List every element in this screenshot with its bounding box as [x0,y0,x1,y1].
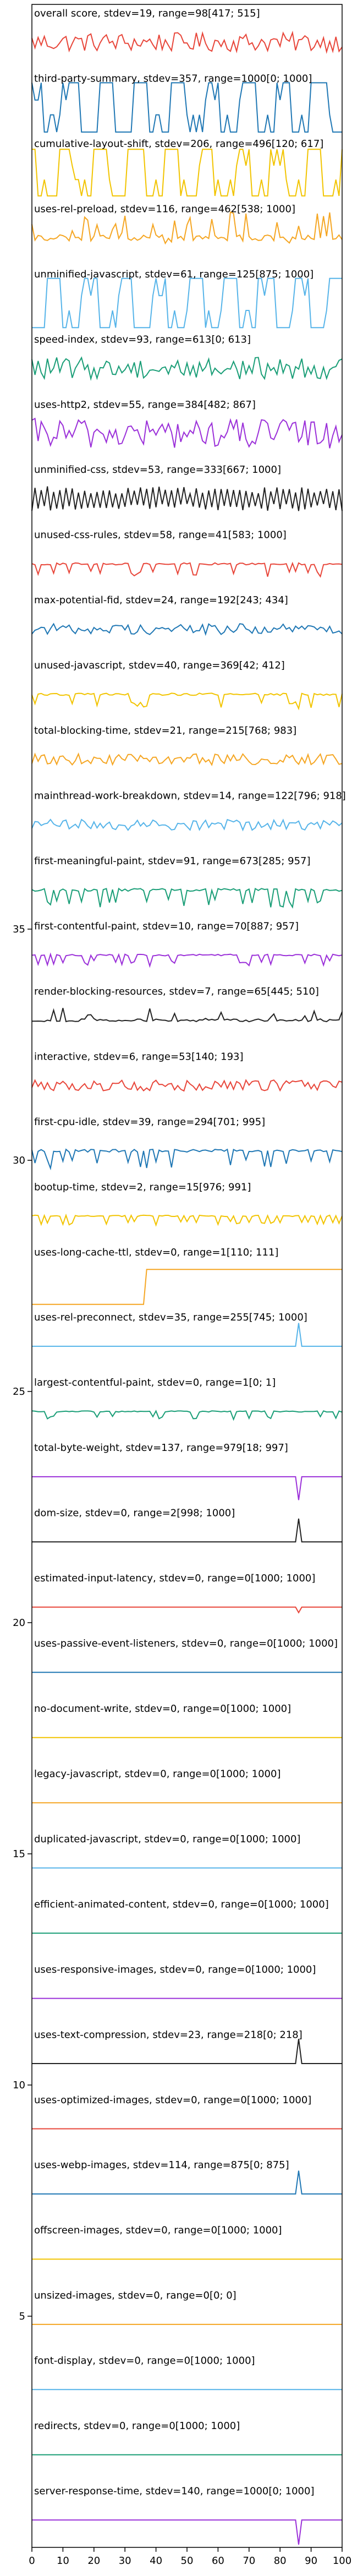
series-label: third-party-summary, stdev=357, range=10… [34,73,312,84]
series-label: no-document-write, stdev=0, range=0[1000… [34,1703,291,1715]
x-tick-label: 70 [243,2555,255,2567]
series-line [31,82,342,133]
series-label: first-meaningful-paint, stdev=91, range=… [34,855,311,867]
series-label: speed-index, stdev=93, range=613[0; 613] [34,334,251,345]
series-label: largest-contentful-paint, stdev=0, range… [34,1377,276,1389]
y-tick-label: 10 [13,2080,25,2091]
series-label: uses-responsive-images, stdev=0, range=0… [34,1964,316,1975]
series-label: legacy-javascript, stdev=0, range=0[1000… [34,1768,280,1780]
axes-layer: 0 10 20 30 40 50 60 70 80 90 100 5 10 15 20 25 30 35 [13,4,351,2567]
series-label: total-blocking-time, stdev=21, range=215… [34,725,296,736]
y-tick-label: 5 [19,2311,25,2322]
series-label: render-blocking-resources, stdev=7, rang… [34,986,319,997]
series-label: uses-long-cache-ttl, stdev=0, range=1[11… [34,1247,278,1258]
series-label: uses-http2, stdev=55, range=384[482; 867… [34,399,256,411]
series-line [32,1476,342,1500]
series-line [32,2519,342,2545]
y-tick-label: 25 [13,1386,25,1398]
series-label: max-potential-fid, stdev=24, range=192[2… [34,594,288,606]
series-line [31,952,343,968]
series-line [31,887,343,909]
series-line [31,752,343,766]
series-label: uses-text-compression, stdev=23, range=2… [34,2029,302,2040]
series-line [32,149,343,197]
series-line [31,561,343,578]
series-line [32,1606,342,1614]
y-tick-label: 35 [13,924,25,935]
y-tick-label: 15 [13,1848,25,1860]
series-label: unused-javascript, stdev=40, range=369[4… [34,660,285,672]
series-line [32,1323,342,1347]
series-label: uses-passive-event-listeners, stdev=0, r… [34,1638,338,1650]
x-tick-label: 90 [305,2555,317,2567]
series-label: estimated-input-latency, stdev=0, range=… [34,1573,315,1584]
series-line [31,1213,343,1227]
x-tick-label: 10 [57,2555,69,2567]
series-line [32,2039,342,2064]
series-line [31,1008,343,1023]
series-label: uses-rel-preconnect, stdev=35, range=255… [34,1312,307,1323]
series-line [31,623,343,636]
series-label: cumulative-layout-shift, stdev=206, rang… [34,138,323,150]
x-tick-label: 0 [29,2555,35,2567]
x-tick-label: 30 [119,2555,131,2567]
series-label: uses-rel-preload, stdev=116, range=462[5… [34,203,295,215]
series-label: unminified-css, stdev=53, range=333[667;… [34,464,281,476]
series-label: unsized-images, stdev=0, range=0[0; 0] [34,2290,237,2301]
x-tick-label: 100 [333,2555,351,2567]
series-line [31,818,343,832]
series-line [32,1269,342,1305]
series-line [31,211,343,245]
series-label: server-response-time, stdev=140, range=1… [34,2486,314,2497]
x-tick-label: 40 [150,2555,162,2567]
series-line [31,1079,343,1092]
series-line [31,486,343,511]
series-label: mainthread-work-breakdown, stdev=14, ran… [34,790,346,802]
series-line [31,30,343,54]
series-label: redirects, stdev=0, range=0[1000; 1000] [34,2420,240,2432]
series-line [32,1518,342,1543]
series-line [31,417,343,449]
series-label: unused-css-rules, stdev=58, range=41[583… [34,530,287,541]
series-label: uses-webp-images, stdev=114, range=875[0… [34,2159,289,2171]
series-label: font-display, stdev=0, range=0[1000; 100… [34,2355,255,2367]
series-label: first-contentful-paint, stdev=10, range=… [34,920,299,932]
series-label: efficient-animated-content, stdev=0, ran… [34,1898,329,1910]
series-label: overall score, stdev=19, range=98[417; 5… [34,8,260,19]
series-label: uses-optimized-images, stdev=0, range=0[… [34,2094,311,2106]
series-label: duplicated-javascript, stdev=0, range=0[… [34,1833,300,1845]
x-tick-label: 20 [87,2555,100,2567]
y-tick-label: 20 [13,1617,25,1629]
series-label: offscreen-images, stdev=0, range=0[1000;… [34,2225,282,2236]
x-tick-label: 60 [212,2555,224,2567]
series-label: unminified-javascript, stdev=61, range=1… [34,269,314,280]
series-label: dom-size, stdev=0, range=2[998; 1000] [34,1508,235,1519]
series-line [32,277,342,329]
series-label: interactive, stdev=6, range=53[140; 193] [34,1051,244,1062]
y-tick-label: 30 [13,1155,25,1166]
series-line [31,1148,343,1171]
series-line [31,1410,343,1421]
series-line [32,2170,342,2195]
series-label: first-cpu-idle, stdev=39, range=294[701;… [34,1116,265,1128]
series-label: total-byte-weight, stdev=137, range=979[… [34,1442,288,1454]
series-line [31,692,343,711]
series-line [31,356,343,381]
series-layer: overall score, stdev=19, range=98[417; 5… [31,8,346,2545]
x-tick-label: 50 [181,2555,194,2567]
x-tick-label: 80 [274,2555,287,2567]
series-label: bootup-time, stdev=2, range=15[976; 991] [34,1181,251,1193]
